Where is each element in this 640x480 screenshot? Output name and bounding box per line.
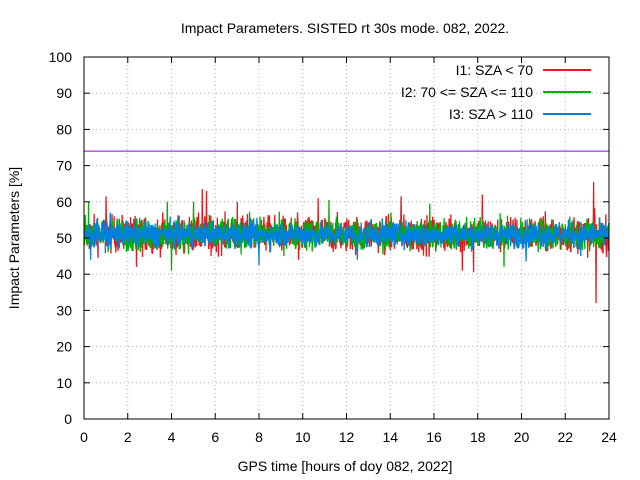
y-tick-label: 40 (56, 266, 72, 282)
legend-label: I3: SZA > 110 (449, 106, 533, 122)
x-tick-label: 6 (211, 429, 219, 445)
x-tick-label: 22 (557, 429, 573, 445)
x-tick-label: 4 (168, 429, 176, 445)
x-tick-label: 14 (382, 429, 398, 445)
y-tick-label: 30 (56, 302, 72, 318)
x-tick-label: 10 (295, 429, 311, 445)
x-tick-label: 2 (124, 429, 132, 445)
series-area (83, 181, 610, 304)
legend: I1: SZA < 70 I2: 70 <= SZA <= 110 I3: SZA … (401, 62, 591, 122)
y-tick-label: 0 (64, 411, 72, 427)
y-tick-label: 70 (56, 158, 72, 174)
y-tick-label: 60 (56, 194, 72, 210)
x-tick-label: 20 (514, 429, 530, 445)
x-tick-label: 8 (255, 429, 263, 445)
x-tick-label: 0 (80, 429, 88, 445)
y-tick-label: 90 (56, 85, 72, 101)
chart-title: Impact Parameters. SISTED rt 30s mode. 0… (181, 20, 509, 36)
x-tick-label: 24 (601, 429, 617, 445)
y-tick-label: 100 (49, 49, 73, 65)
x-tick-label: 18 (470, 429, 486, 445)
y-tick-label: 20 (56, 339, 72, 355)
x-tick-label: 16 (426, 429, 442, 445)
legend-label: I2: 70 <= SZA <= 110 (401, 84, 533, 100)
legend-label: I1: SZA < 70 (456, 62, 534, 78)
y-axis-label: Impact Parameters [%] (6, 167, 22, 309)
axis-ticks: 0 2 4 6 8 10 12 14 16 18 20 22 240102030405060708090… (49, 49, 617, 445)
y-tick-label: 10 (56, 375, 72, 391)
x-tick-label: 12 (339, 429, 355, 445)
y-tick-label: 50 (56, 230, 72, 246)
x-axis-label: GPS time [hours of doy 082, 2022] (238, 458, 453, 474)
y-tick-label: 80 (56, 121, 72, 137)
series-line-3 (83, 212, 610, 266)
